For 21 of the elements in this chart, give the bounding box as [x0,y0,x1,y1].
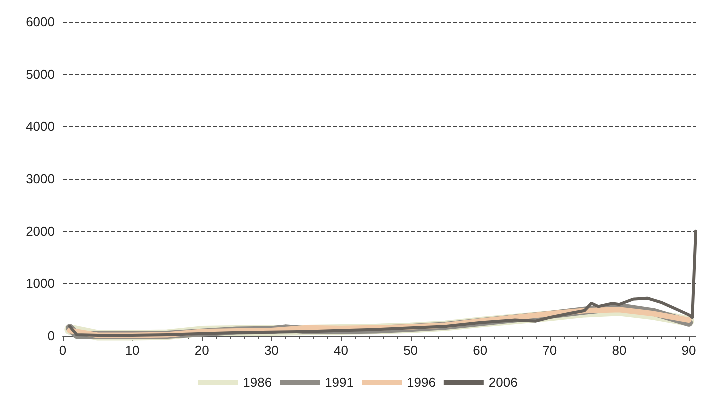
x-tick-label: 70 [542,343,558,358]
legend-label: 1986 [243,375,272,390]
y-tick-label: 2000 [26,224,55,239]
y-tick-label: 5000 [26,66,55,82]
x-tick-label: 0 [59,343,67,358]
y-tick-label: 0 [48,328,55,344]
x-tick-label: 80 [612,343,627,358]
x-tick-label: 10 [125,343,140,358]
x-tick-label: 60 [473,343,488,358]
x-tick-label: 50 [404,343,418,358]
legend-label: 2006 [488,375,518,390]
x-tick-label: 30 [264,343,279,358]
x-tick-label: 40 [334,343,348,358]
x-tick-label: 90 [682,343,696,358]
x-tick-label: 20 [194,343,210,358]
legend-label: 1996 [407,375,436,390]
legend-label: 1991 [325,375,354,390]
y-tick-label: 4000 [26,119,55,134]
y-tick-label: 3000 [26,172,55,186]
y-tick-label: 1000 [26,276,55,292]
y-tick-label: 6000 [26,14,55,30]
